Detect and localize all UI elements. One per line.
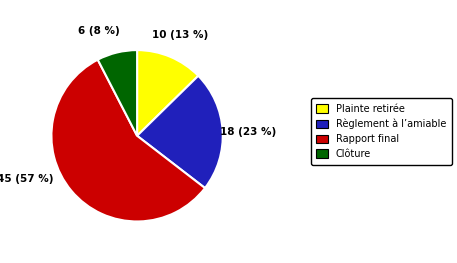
Legend: Plainte retirée, Règlement à l’amiable, Rapport final, Clôture: Plainte retirée, Règlement à l’amiable, … (311, 98, 452, 165)
Text: 10 (13 %): 10 (13 %) (152, 30, 208, 40)
Wedge shape (137, 76, 223, 188)
Wedge shape (52, 60, 205, 221)
Wedge shape (98, 50, 137, 136)
Text: 6 (8 %): 6 (8 %) (78, 26, 119, 36)
Text: 18 (23 %): 18 (23 %) (220, 127, 276, 136)
Wedge shape (137, 50, 198, 136)
Text: 45 (57 %): 45 (57 %) (0, 174, 54, 184)
